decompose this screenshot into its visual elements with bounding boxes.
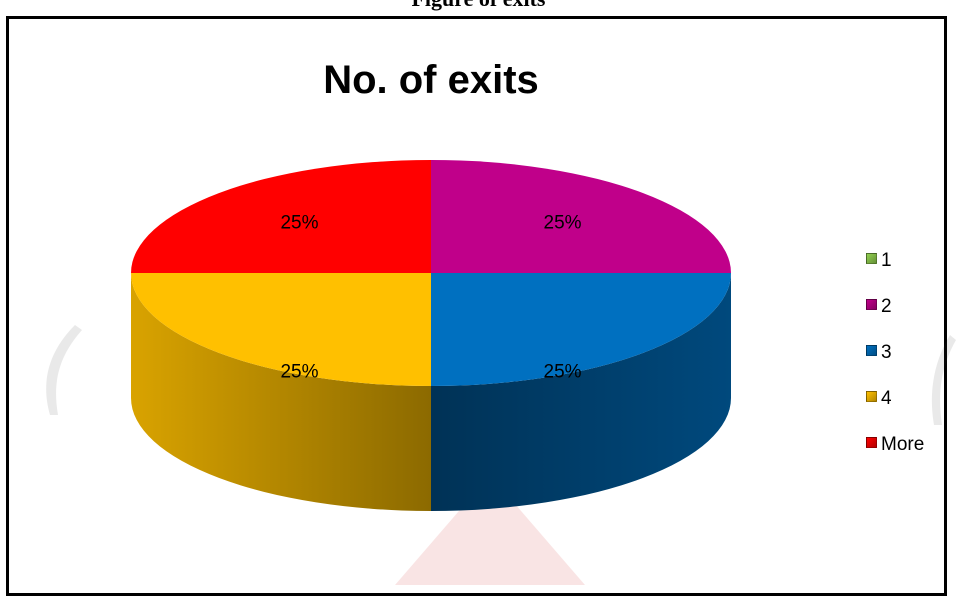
chart-legend: 1 2 3 4 More [866,238,956,468]
legend-item-3: 3 [866,330,956,376]
watermark-quill-icon-right [931,335,956,425]
legend-swatch-more [866,436,877,448]
legend-swatch-1 [866,252,877,264]
legend-label-1: 1 [881,250,892,271]
legend-item-4: 4 [866,376,956,422]
legend-swatch-4 [866,390,877,402]
legend-swatch-3 [866,344,877,356]
pie-side-3 [431,273,731,511]
chart-title: No. of exits [323,58,539,102]
legend-item-more: More [866,422,956,468]
legend-swatch-2 [866,298,877,310]
data-label-more: 25% [280,212,318,233]
data-label-3: 25% [544,362,582,383]
pie-side-4 [131,273,431,511]
legend-label-4: 4 [881,388,892,409]
pie-chart: 25% 25% 25% 25% [131,160,731,511]
legend-label-2: 2 [881,296,892,317]
pie-slice-2 [431,160,731,273]
data-label-4: 25% [280,362,318,383]
legend-label-3: 3 [881,342,892,363]
legend-label-more: More [881,434,925,455]
pie-slice-4 [131,273,431,386]
page-heading: Figure of exits [0,0,957,12]
watermark-triangle-icon [395,475,585,585]
legend-item-2: 2 [866,284,956,330]
data-label-2: 25% [544,212,582,233]
pie-slice-3 [431,273,731,386]
watermark-quill-icon-left [46,325,82,415]
legend-item-1: 1 [866,238,956,284]
pie-slice-more [131,160,431,273]
